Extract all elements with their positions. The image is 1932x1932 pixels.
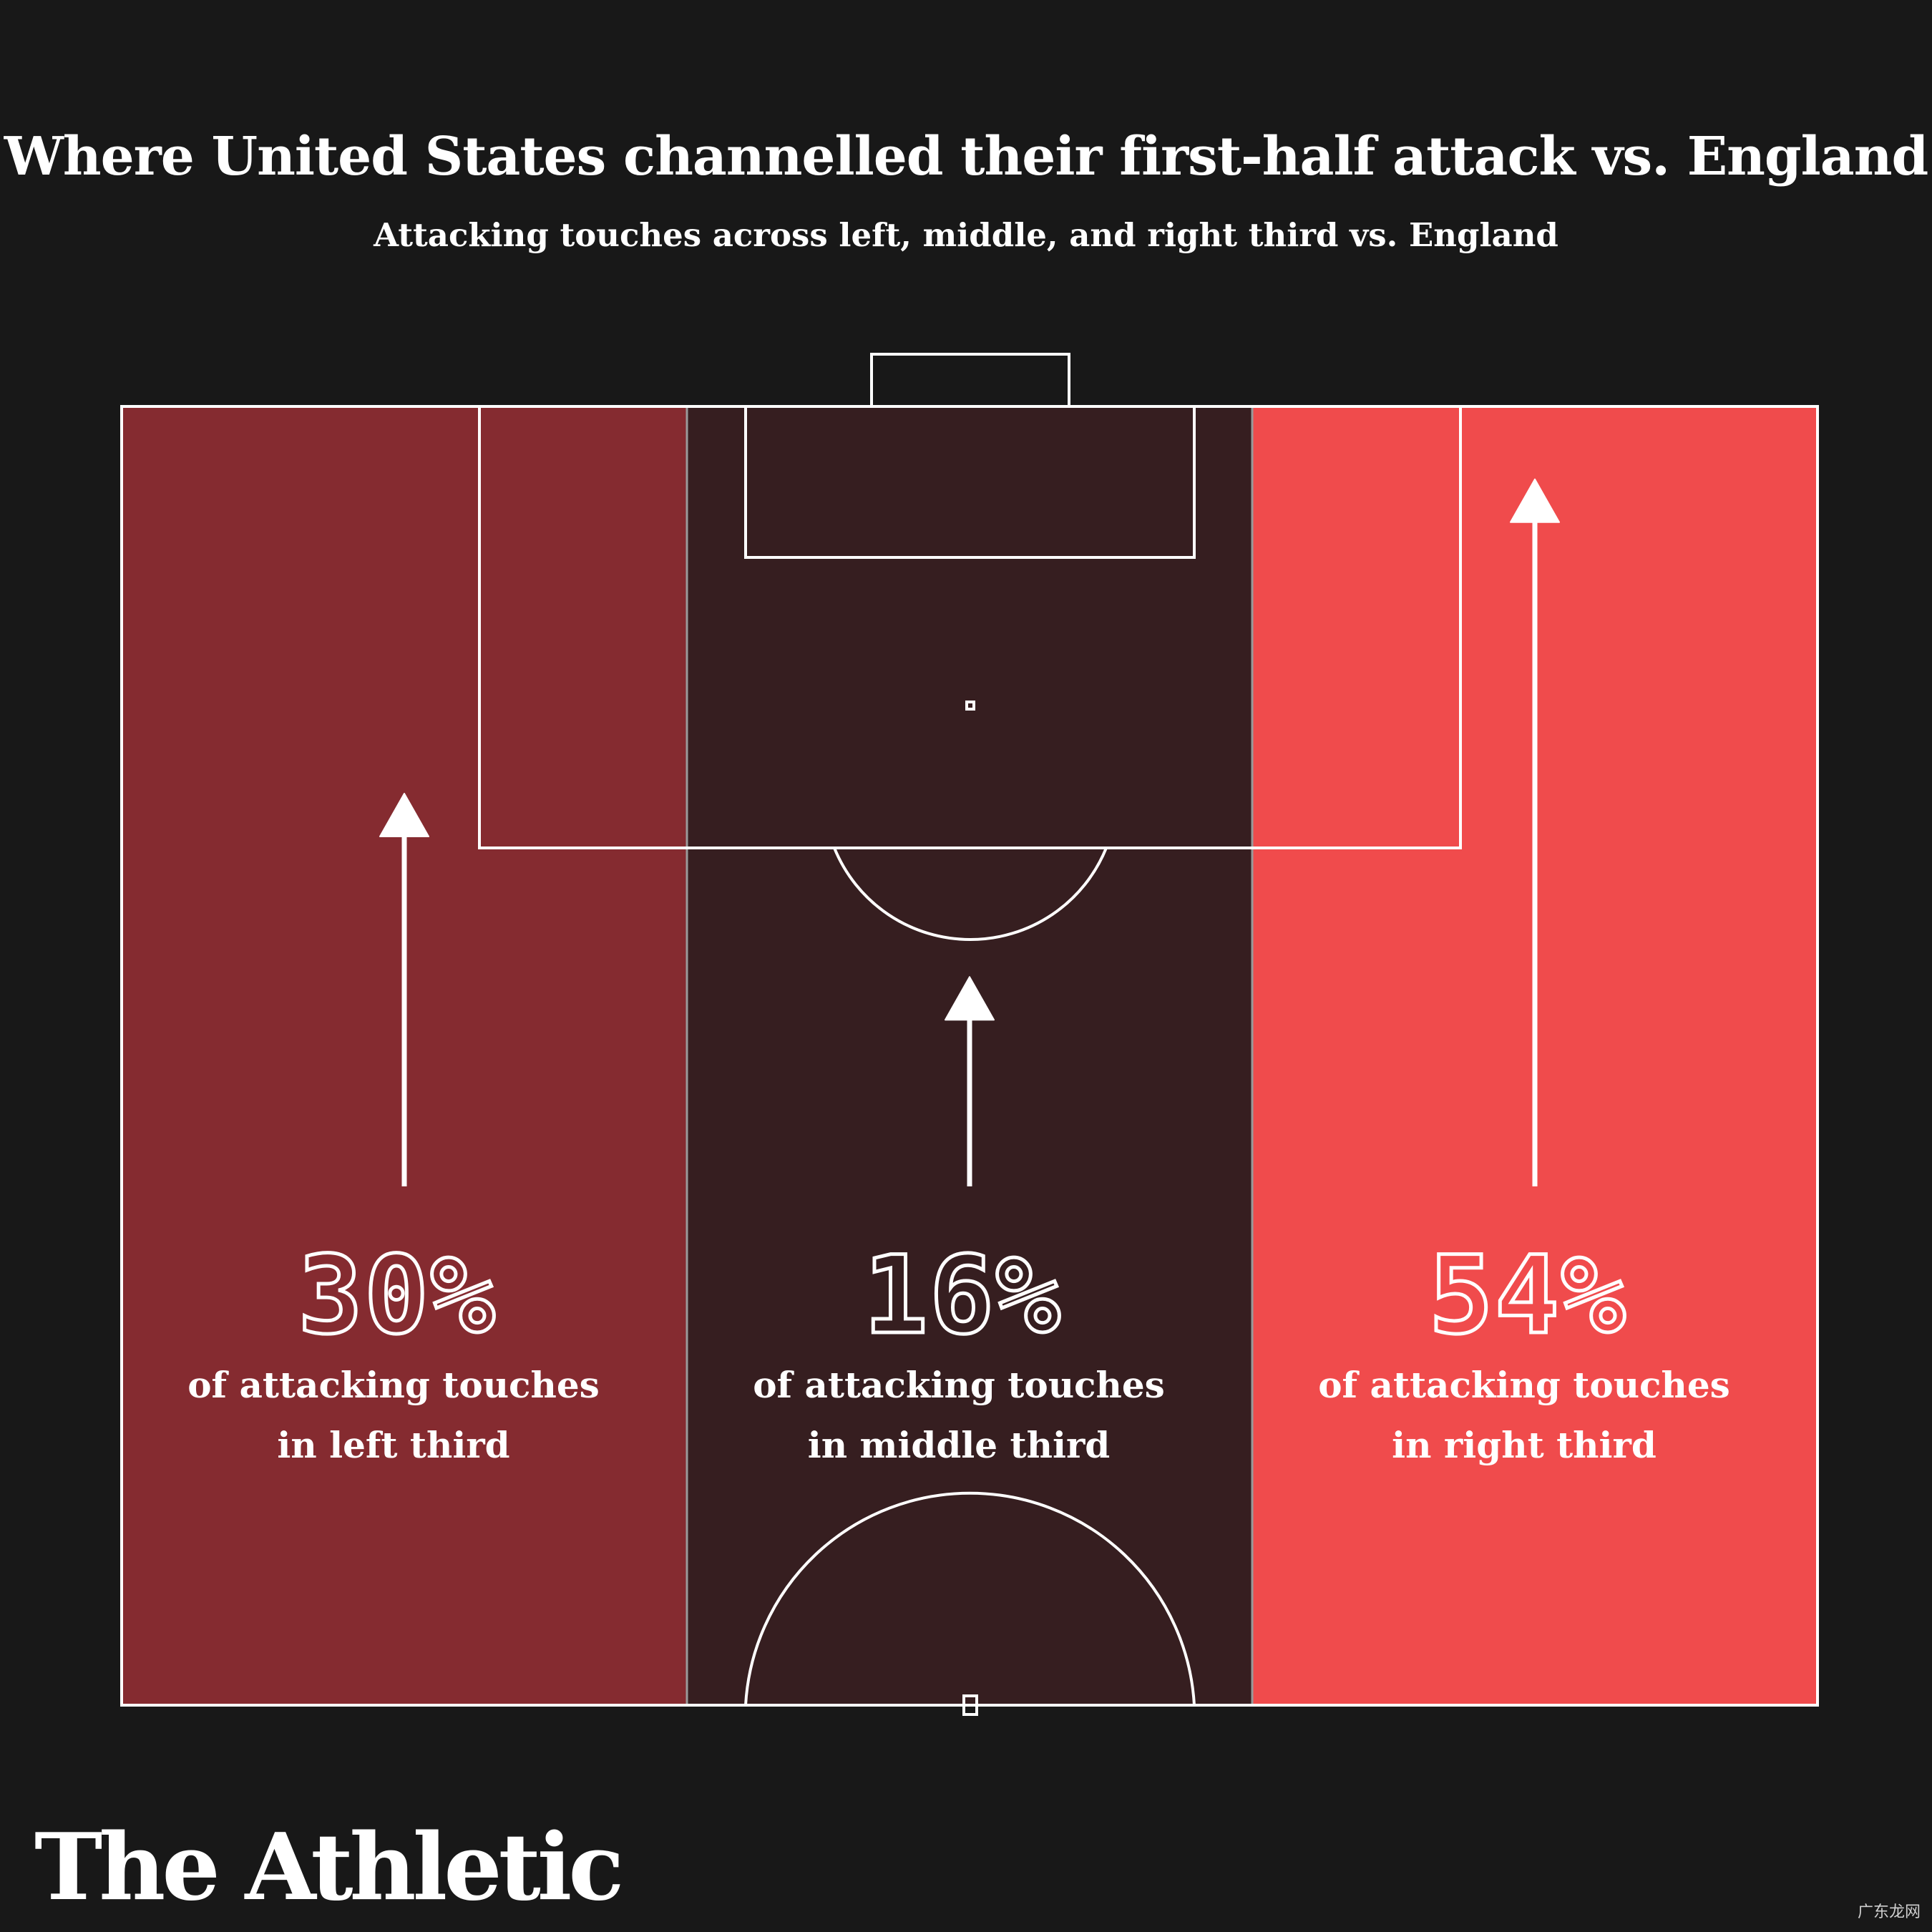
value-label-middle-third: 16% xyxy=(864,1234,1062,1358)
value-label-left-third: 30% xyxy=(298,1234,497,1358)
brand-logo: The Athletic xyxy=(34,1814,624,1921)
centre-spot xyxy=(962,1694,978,1716)
description-line-1-left-third: of attacking touches xyxy=(187,1364,600,1406)
penalty-arc xyxy=(833,847,1108,941)
chart-title: Where United States channelled their fir… xyxy=(4,126,1929,187)
pitch-lines xyxy=(120,353,1819,1716)
arrow-head-right-third xyxy=(1510,478,1560,523)
description-line-1-right-third: of attacking touches xyxy=(1318,1364,1730,1406)
centre-circle-arc xyxy=(744,1491,1196,1706)
arrow-head-left-third xyxy=(379,793,429,837)
zone-dividers xyxy=(686,406,1254,1705)
description-line-1-middle-third: of attacking touches xyxy=(753,1364,1165,1406)
arrows xyxy=(379,478,1560,1186)
six-yard-box xyxy=(744,405,1196,559)
description-line-2-left-third: in left third xyxy=(277,1424,509,1466)
goal xyxy=(870,353,1070,408)
watermark-text: 广东龙网 xyxy=(1857,1903,1921,1921)
penalty-spot xyxy=(965,701,975,711)
chart-subtitle: Attacking touches across left, middle, a… xyxy=(374,216,1558,254)
value-label-right-third: 54% xyxy=(1429,1234,1627,1358)
arrow-head-middle-third xyxy=(945,976,995,1021)
description-line-2-middle-third: in middle third xyxy=(808,1424,1111,1466)
description-line-2-right-third: in right third xyxy=(1392,1424,1657,1466)
value-labels: 30% of attacking touches in left third 16% o… xyxy=(187,1232,1730,1467)
